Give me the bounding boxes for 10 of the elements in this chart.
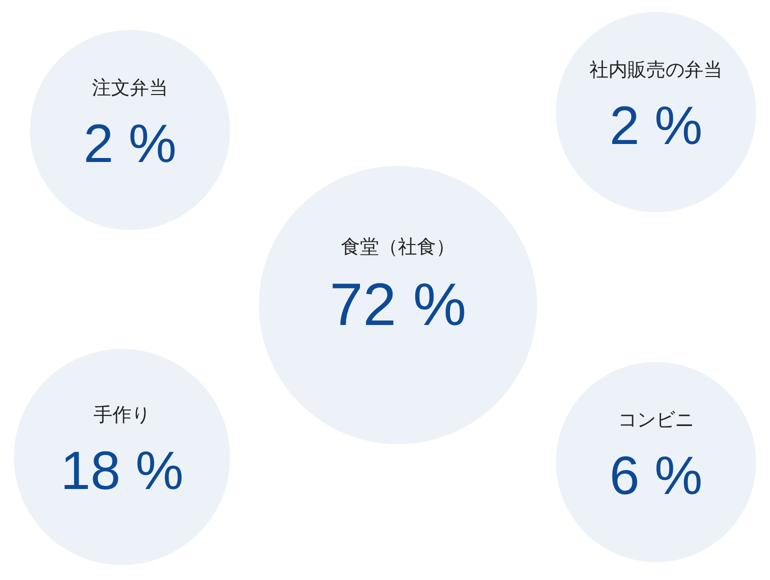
- data-label: 2 %: [83, 114, 177, 174]
- category-label: コンビニ: [618, 409, 694, 431]
- data-label: 2 %: [609, 96, 703, 156]
- category-label: 注文弁当: [92, 77, 168, 99]
- category-label: 食堂（社食）: [341, 236, 455, 258]
- data-label: 6 %: [609, 446, 703, 506]
- category-label: 社内販売の弁当: [590, 59, 722, 81]
- data-label: 18 %: [60, 441, 184, 501]
- data-label: 72 %: [330, 271, 466, 338]
- category-label: 手作り: [94, 404, 150, 426]
